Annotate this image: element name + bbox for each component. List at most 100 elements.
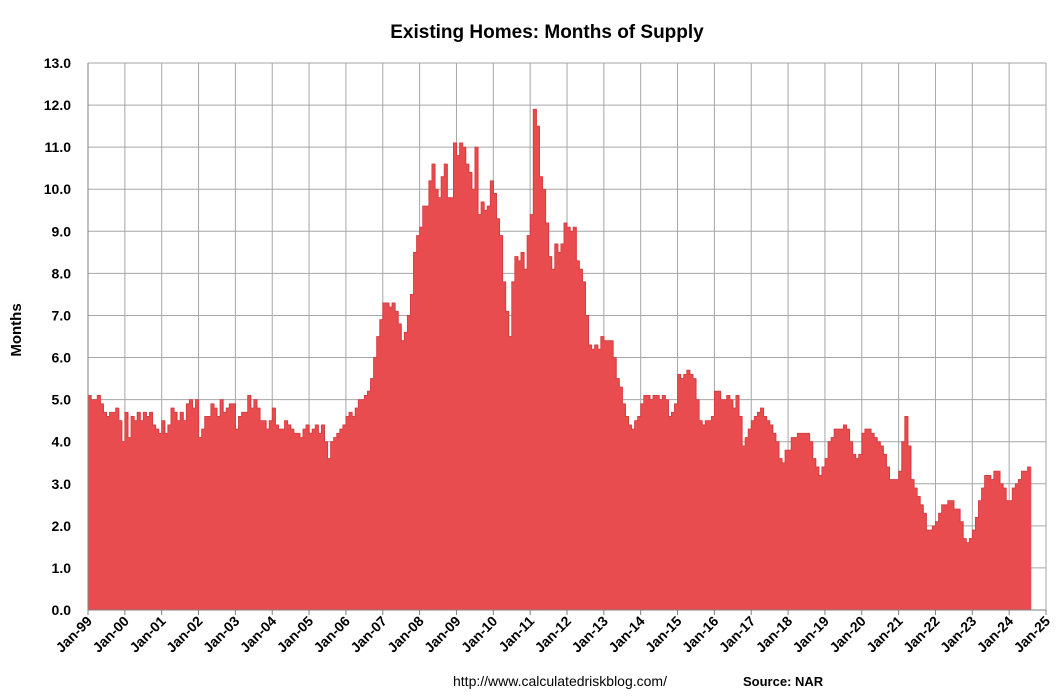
data-bar (603, 340, 608, 610)
data-bar (121, 441, 126, 610)
x-tick-label: Jan-21 (863, 613, 906, 656)
data-bar (312, 429, 316, 610)
data-bar (981, 487, 986, 610)
data-bar (180, 412, 184, 610)
data-bar (536, 126, 540, 611)
data-bar (198, 437, 203, 610)
data-bar (585, 315, 590, 610)
y-tick-label: 11.0 (45, 139, 72, 155)
data-bar (926, 530, 930, 610)
data-bar (487, 206, 491, 610)
data-bar (450, 197, 454, 610)
source-credit: Source: NAR (743, 674, 824, 689)
data-bar (493, 193, 497, 610)
data-bar (929, 530, 933, 610)
data-bar (895, 479, 900, 610)
x-tick-labels: Jan-99Jan-00Jan-01Jan-02Jan-03Jan-04Jan-… (52, 613, 1053, 656)
data-bar (818, 475, 823, 610)
data-bar (785, 450, 789, 610)
data-bar (352, 416, 356, 610)
data-bar (947, 500, 952, 610)
data-bar (539, 176, 544, 611)
x-tick-label: Jan-07 (347, 613, 390, 656)
data-bar (204, 416, 209, 610)
y-tick-label: 10.0 (44, 181, 71, 197)
data-bar (892, 479, 897, 610)
data-bar (573, 227, 577, 610)
data-bar (723, 399, 728, 610)
data-bar (649, 399, 654, 610)
data-bar (993, 471, 998, 610)
data-bar (321, 424, 326, 610)
data-bar (840, 429, 844, 610)
data-bar (582, 281, 587, 610)
data-bar (769, 424, 774, 610)
data-bar (766, 420, 771, 610)
x-tick-label: Jan-24 (974, 613, 1017, 656)
data-bar (659, 399, 663, 610)
data-bar (91, 399, 95, 610)
data-bar (990, 479, 995, 610)
data-bar (253, 399, 258, 610)
data-bar (490, 180, 494, 610)
data-bar (527, 235, 531, 610)
data-bar (315, 424, 319, 610)
data-bar (831, 437, 835, 610)
data-bar (827, 441, 832, 610)
data-bar (533, 109, 537, 610)
data-bar (468, 172, 473, 610)
data-bar (637, 416, 642, 610)
data-bar (745, 437, 749, 610)
data-bar (821, 466, 826, 610)
data-bar (751, 420, 755, 610)
data-bar (278, 429, 283, 610)
data-bar (551, 269, 556, 610)
y-tick-label: 13.0 (44, 55, 71, 71)
data-bar (484, 210, 488, 610)
data-bar (1009, 500, 1013, 610)
data-bar (382, 302, 387, 610)
data-bar (815, 466, 820, 610)
data-bar (336, 433, 341, 610)
data-bar (130, 416, 135, 610)
data-bar (238, 416, 243, 610)
data-bar (834, 429, 838, 610)
data-bar (671, 412, 676, 610)
data-bar (422, 206, 427, 610)
data-bar (631, 429, 636, 610)
data-bar (864, 429, 869, 610)
y-tick-label: 8.0 (52, 265, 72, 281)
data-bar (920, 504, 924, 610)
data-bar (904, 416, 909, 610)
data-bar (975, 517, 980, 610)
data-bar (164, 433, 169, 610)
data-bar (591, 349, 596, 610)
data-bar (373, 357, 378, 610)
data-bar (524, 269, 528, 610)
data-bar (189, 399, 193, 610)
x-tick-label: Jan-99 (52, 613, 95, 656)
data-bar (511, 281, 516, 610)
data-bar (413, 252, 418, 610)
data-edge-line (88, 108, 1031, 544)
data-bar (388, 307, 393, 610)
data-bar (1003, 487, 1007, 610)
data-bar (757, 412, 762, 610)
data-bar (935, 521, 940, 610)
data-bar (481, 201, 485, 610)
data-bar (216, 416, 221, 610)
data-bar (327, 458, 332, 610)
data-bar (345, 416, 350, 610)
data-bar (459, 142, 464, 610)
data-bar (806, 433, 811, 610)
data-bar (972, 530, 976, 610)
data-bar (576, 260, 580, 610)
data-bar (677, 374, 682, 610)
data-bar (705, 420, 709, 610)
data-bar (269, 420, 273, 610)
data-bar (103, 412, 108, 610)
source-url: http://www.calculatedriskblog.com/ (453, 673, 667, 689)
data-bar (109, 412, 114, 610)
data-bar (966, 542, 970, 610)
data-bar (563, 222, 568, 610)
